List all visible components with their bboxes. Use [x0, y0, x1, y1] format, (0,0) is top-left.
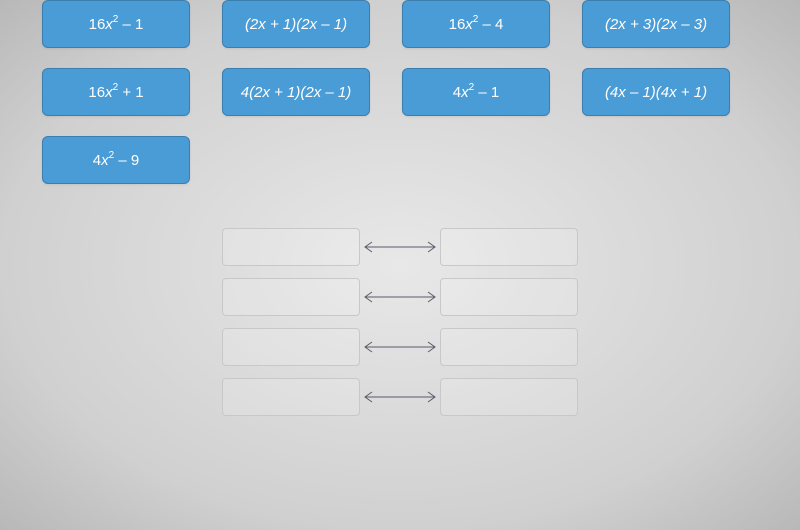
slot-left[interactable] [222, 328, 360, 366]
tile-2x-plus-3-2x-minus-3[interactable]: (2x + 3)(2x – 3) [582, 0, 730, 48]
tile-row-1: 16x2 – 1 (2x + 1)(2x – 1) 16x2 – 4 (2x +… [42, 0, 800, 48]
tile-16x2-minus-4[interactable]: 16x2 – 4 [402, 0, 550, 48]
tile-4x2-minus-9[interactable]: 4x2 – 9 [42, 136, 190, 184]
slot-left[interactable] [222, 228, 360, 266]
double-arrow-icon [360, 290, 440, 304]
tile-row-3: 4x2 – 9 [42, 136, 800, 184]
match-row [222, 328, 578, 366]
tile-16x2-minus-1[interactable]: 16x2 – 1 [42, 0, 190, 48]
double-arrow-icon [360, 240, 440, 254]
slot-left[interactable] [222, 278, 360, 316]
double-arrow-icon [360, 390, 440, 404]
tile-2x-plus-1-2x-minus-1[interactable]: (2x + 1)(2x – 1) [222, 0, 370, 48]
tile-4x-minus-1-4x-plus-1[interactable]: (4x – 1)(4x + 1) [582, 68, 730, 116]
match-row [222, 278, 578, 316]
tile-16x2-plus-1[interactable]: 16x2 + 1 [42, 68, 190, 116]
slot-left[interactable] [222, 378, 360, 416]
slot-right[interactable] [440, 328, 578, 366]
tile-4x2-minus-1[interactable]: 4x2 – 1 [402, 68, 550, 116]
tile-4-2x-plus-1-2x-minus-1[interactable]: 4(2x + 1)(2x – 1) [222, 68, 370, 116]
slot-right[interactable] [440, 278, 578, 316]
match-row [222, 228, 578, 266]
tile-row-2: 16x2 + 1 4(2x + 1)(2x – 1) 4x2 – 1 (4x –… [42, 68, 800, 116]
match-row [222, 378, 578, 416]
slot-right[interactable] [440, 228, 578, 266]
match-area [0, 228, 800, 416]
double-arrow-icon [360, 340, 440, 354]
slot-right[interactable] [440, 378, 578, 416]
